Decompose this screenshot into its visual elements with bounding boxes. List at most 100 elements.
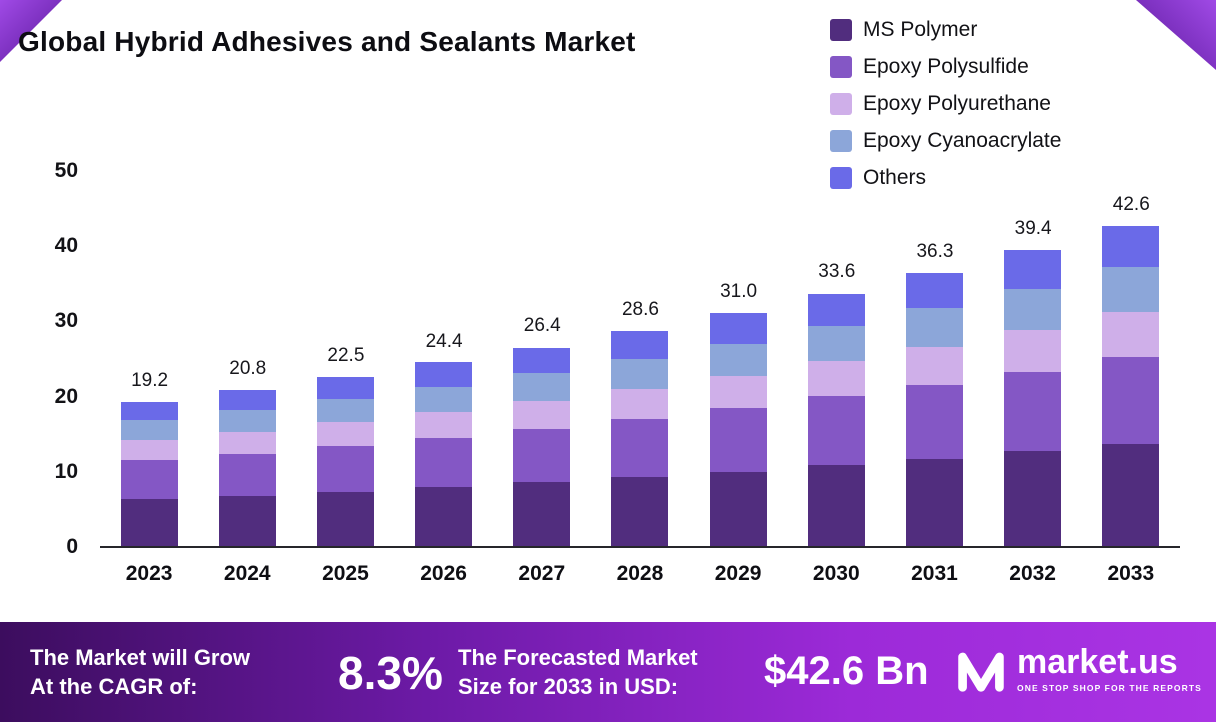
x-axis-label-2033: 2033: [1107, 562, 1155, 585]
x-axis-label-2023: 2023: [125, 562, 173, 585]
bar-2033: 42.6: [1102, 172, 1160, 546]
bar-segment-epoxy-polyurethane: [1004, 330, 1062, 372]
plot-area: 19.2 20.8 22.5 24.4 26.4 28.6 31.0 33.6 36.3 39.4…: [100, 172, 1180, 548]
legend-swatch-epoxy-cyanoacrylate: [830, 130, 852, 152]
cagr-label-line1: The Market will Grow: [30, 645, 251, 670]
legend-swatch-epoxy-polyurethane: [830, 93, 852, 115]
bar-segment-epoxy-cyanoacrylate: [709, 343, 767, 377]
legend-label: Epoxy Polysulfide: [863, 55, 1029, 78]
bar-segment-others: [611, 330, 669, 359]
bar-value-label: 20.8: [229, 357, 267, 379]
cagr-label: The Market will Grow At the CAGR of:: [30, 644, 250, 701]
bar-segment-ms-polymer: [709, 471, 767, 546]
bar-segment-others: [1004, 249, 1062, 289]
bar-segment-others: [513, 347, 571, 374]
y-axis-tick-30: 30: [54, 309, 78, 333]
bar-stack-2023: [120, 401, 178, 546]
bar-2031: 36.3: [905, 172, 963, 546]
bar-segment-epoxy-polysulfide: [218, 453, 276, 496]
bar-segment-ms-polymer: [316, 491, 374, 546]
bar-value-label: 24.4: [425, 330, 463, 352]
bar-segment-epoxy-polysulfide: [513, 428, 571, 483]
bar-segment-ms-polymer: [415, 487, 473, 546]
bar-segment-others: [218, 389, 276, 410]
bar-value-label: 42.6: [1112, 193, 1150, 215]
bar-segment-epoxy-polysulfide: [611, 418, 669, 477]
bar-segment-others: [1102, 225, 1160, 268]
brand-logo: market.us ONE STOP SHOP FOR THE REPORTS: [955, 643, 1202, 696]
bar-2030: 33.6: [807, 172, 865, 546]
bar-stack-2026: [415, 362, 473, 546]
bar-value-label: 28.6: [621, 298, 659, 320]
x-axis-label-2028: 2028: [616, 562, 664, 585]
bar-segment-epoxy-polyurethane: [513, 400, 571, 429]
bar-segment-epoxy-polyurethane: [415, 412, 473, 438]
chart-title: Global Hybrid Adhesives and Sealants Mar…: [18, 26, 636, 57]
bar-2027: 26.4: [513, 172, 571, 546]
bar-segment-epoxy-polyurethane: [905, 346, 963, 386]
bar-segment-epoxy-polysulfide: [807, 396, 865, 465]
bar-stack-2028: [611, 330, 669, 546]
bar-value-label: 39.4: [1014, 217, 1052, 239]
brand-name: market.us: [1017, 643, 1178, 681]
bar-segment-ms-polymer: [513, 482, 571, 546]
cagr-label-line2: At the CAGR of:: [30, 673, 198, 699]
bar-stack-2030: [807, 293, 865, 546]
forecast-label-line1: The Forecasted Market: [458, 645, 698, 670]
bar-segment-epoxy-polyurethane: [218, 431, 276, 454]
bar-segment-epoxy-polyurethane: [316, 421, 374, 447]
bar-2028: 28.6: [611, 172, 669, 546]
bar-segment-ms-polymer: [1004, 451, 1062, 546]
x-axis-label-2030: 2030: [812, 562, 860, 585]
bar-segment-ms-polymer: [1102, 443, 1160, 546]
bar-value-label: 26.4: [523, 315, 561, 337]
bar-2026: 24.4: [415, 172, 473, 546]
forecast-label-line2: Size for 2033 in USD:: [458, 673, 679, 699]
bar-2024: 20.8: [218, 172, 276, 546]
bar-segment-ms-polymer: [120, 499, 178, 546]
x-axis-label-2029: 2029: [714, 562, 762, 585]
bar-stack-2031: [905, 273, 963, 546]
bar-segment-epoxy-cyanoacrylate: [1004, 288, 1062, 331]
bar-segment-epoxy-polyurethane: [1102, 312, 1160, 358]
y-axis-tick-0: 0: [66, 535, 78, 558]
cagr-value: 8.3%: [338, 647, 443, 699]
bar-segment-epoxy-polysulfide: [1102, 357, 1160, 444]
y-axis: 0 10 20 30 40 50: [20, 160, 78, 557]
footer-banner: The Market will Grow At the CAGR of: 8.3…: [0, 622, 1216, 722]
y-axis-tick-50: 50: [54, 159, 78, 182]
bar-segment-ms-polymer: [218, 495, 276, 546]
x-axis-label-2031: 2031: [911, 562, 958, 585]
bar-stack-2024: [218, 389, 276, 546]
bar-segment-epoxy-cyanoacrylate: [415, 386, 473, 413]
legend-item-epoxy-polyurethane: Epoxy Polyurethane: [830, 92, 1061, 116]
bar-value-label: 33.6: [818, 261, 856, 283]
bar-segment-epoxy-polysulfide: [120, 460, 178, 500]
bar-segment-others: [120, 401, 178, 420]
legend-label: MS Polymer: [863, 18, 978, 41]
legend: MS Polymer Epoxy Polysulfide Epoxy Polyure…: [830, 18, 1061, 190]
x-axis-label-2024: 2024: [223, 562, 271, 585]
legend-swatch-epoxy-polysulfide: [830, 56, 852, 78]
bar-stack-2025: [316, 376, 374, 546]
y-axis-tick-10: 10: [54, 459, 78, 483]
bar-segment-epoxy-polyurethane: [807, 361, 865, 397]
legend-label: Others: [863, 166, 927, 189]
bar-segment-others: [709, 313, 767, 344]
legend-item-others: Others: [830, 166, 1061, 190]
bar-stack-2032: [1004, 249, 1062, 546]
bar-2023: 19.2: [120, 172, 178, 546]
legend-item-epoxy-cyanoacrylate: Epoxy Cyanoacrylate: [830, 129, 1061, 153]
bar-value-label: 22.5: [327, 344, 365, 366]
bar-segment-ms-polymer: [611, 476, 669, 546]
x-axis-label-2026: 2026: [420, 562, 467, 585]
bar-segment-others: [905, 273, 963, 309]
bar-segment-epoxy-polyurethane: [709, 376, 767, 409]
bar-segment-epoxy-cyanoacrylate: [120, 419, 178, 441]
x-axis-label-2025: 2025: [322, 562, 369, 585]
bar-segment-epoxy-polysulfide: [905, 385, 963, 459]
bar-segment-others: [316, 376, 374, 399]
brand-tagline: ONE STOP SHOP FOR THE REPORTS: [1017, 683, 1202, 694]
bar-segment-epoxy-cyanoacrylate: [905, 308, 963, 347]
